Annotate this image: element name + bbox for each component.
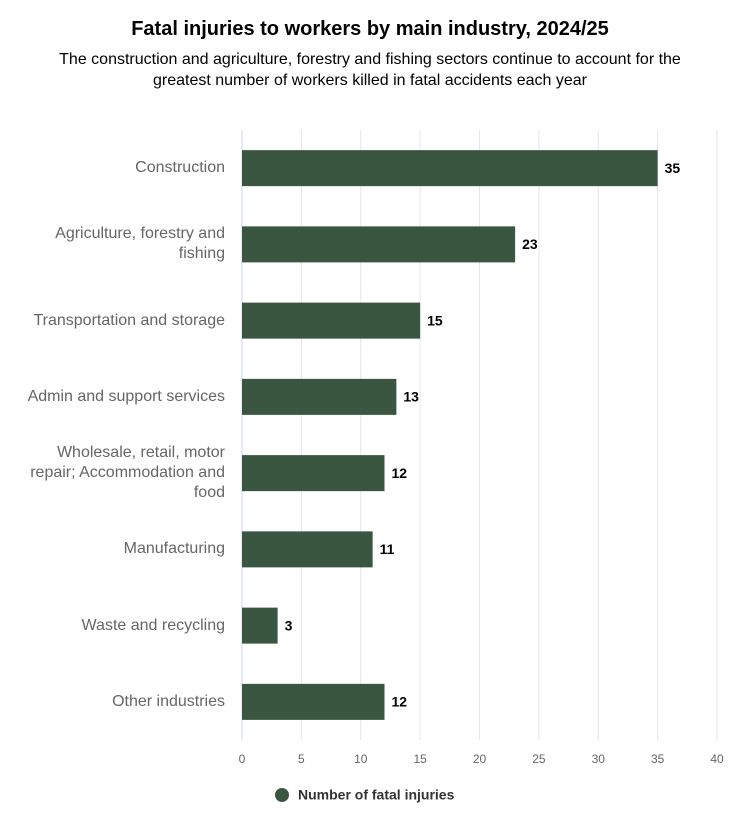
y-tick-label: Waste and recycling <box>81 616 225 634</box>
value-label: 15 <box>427 312 443 328</box>
y-tick-label: Manufacturing <box>123 540 225 558</box>
value-label: 3 <box>285 617 293 633</box>
legend-marker <box>275 788 289 802</box>
bar <box>242 607 278 644</box>
x-tick-label: 5 <box>298 752 305 766</box>
x-tick-label: 20 <box>473 752 487 766</box>
x-tick-label: 40 <box>710 752 724 766</box>
bar <box>242 150 658 187</box>
bar <box>242 683 385 720</box>
y-tick-label: Wholesale, retail, motor repair; Accommo… <box>30 444 225 502</box>
y-tick-label: Construction <box>135 159 225 177</box>
x-tick-label: 25 <box>532 752 546 766</box>
chart-subtitle: The construction and agriculture, forest… <box>59 51 681 89</box>
bar <box>242 226 516 263</box>
y-tick-label: Other industries <box>112 692 225 710</box>
y-tick-label: Agriculture, forestry and fishing <box>55 225 225 263</box>
value-label: 12 <box>392 465 408 481</box>
x-tick-label: 35 <box>651 752 665 766</box>
bar <box>242 455 385 492</box>
value-label: 13 <box>403 389 419 405</box>
value-label: 11 <box>380 541 395 557</box>
legend-label: Number of fatal injuries <box>298 787 455 803</box>
x-tick-label: 10 <box>354 752 368 766</box>
chart-title: Fatal injuries to workers by main indust… <box>131 18 609 40</box>
x-tick-label: 30 <box>592 752 606 766</box>
bar <box>242 378 397 415</box>
value-label: 23 <box>522 236 538 252</box>
value-label: 12 <box>392 694 408 710</box>
value-label: 35 <box>665 160 681 176</box>
x-tick-label: 0 <box>239 752 246 766</box>
y-tick-label: Transportation and storage <box>33 311 225 329</box>
bar <box>242 531 373 568</box>
bar <box>242 302 421 339</box>
x-tick-label: 15 <box>413 752 427 766</box>
y-tick-label: Admin and support services <box>27 387 225 405</box>
